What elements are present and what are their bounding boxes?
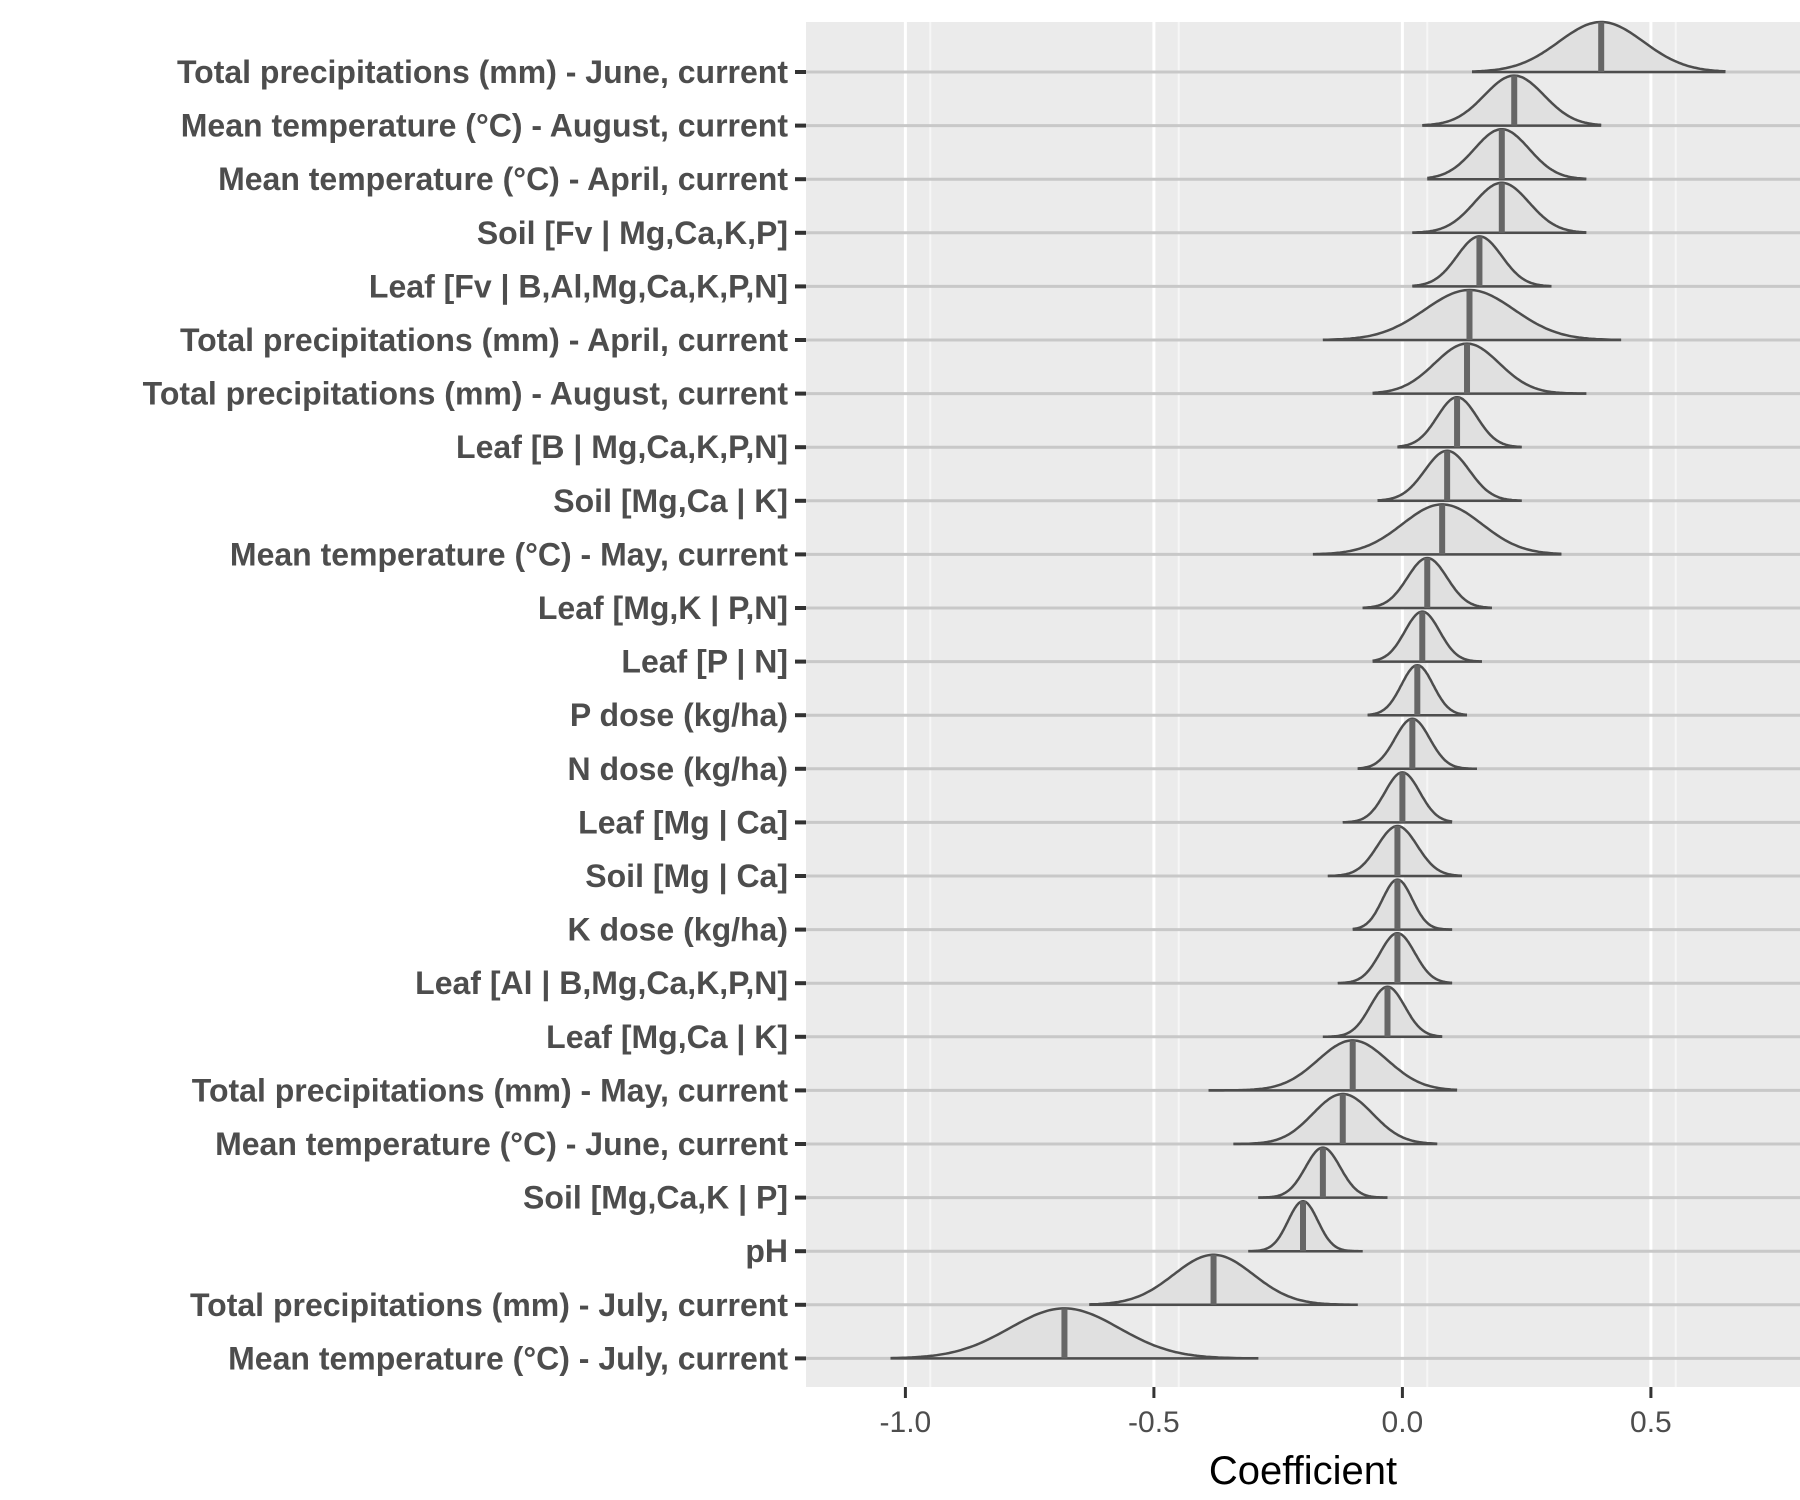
ridge: [1422, 74, 1602, 127]
ridge-density-fill: [890, 1308, 1259, 1359]
y-tick-label: Mean temperature (°C) - April, current: [218, 161, 788, 197]
ridge-density-fill: [1372, 343, 1587, 394]
ridge-density-fill: [1233, 1094, 1438, 1144]
ridge-density-fill: [1312, 504, 1562, 555]
ridge: [1322, 985, 1443, 1039]
ridge-density-outline: [1322, 985, 1443, 1038]
ridge: [1089, 1253, 1358, 1307]
gridlines: [806, 22, 1800, 1387]
y-tick-label: N dose (kg/ha): [568, 751, 788, 787]
ridge-density-outline: [890, 1307, 1259, 1360]
ridge: [1342, 771, 1453, 824]
y-tick-label: Total precipitations (mm) - April, curre…: [180, 322, 788, 358]
ridge-density-outline: [1427, 127, 1587, 181]
y-tick-label: Soil [Mg,Ca,K | P]: [523, 1180, 788, 1216]
ridge: [890, 1307, 1259, 1360]
ridge: [1258, 1146, 1388, 1199]
panel-background: [806, 22, 1800, 1387]
y-tick-label: Leaf [Fv | B,Al,Mg,Ca,K,P,N]: [369, 268, 788, 304]
y-tick-label: K dose (kg/ha): [568, 912, 788, 948]
ridge-density-fill: [1342, 772, 1453, 823]
ridge: [1412, 181, 1587, 235]
ridge-density-fill: [1089, 1254, 1358, 1305]
y-tick-label: Total precipitations (mm) - July, curren…: [190, 1287, 788, 1323]
ridge: [1337, 931, 1453, 985]
x-tick-label: 0.5: [1630, 1406, 1672, 1439]
ridge-density-outline: [1372, 342, 1587, 395]
y-tick-label: Soil [Fv | Mg,Ca,K,P]: [477, 215, 788, 251]
ridge: [1352, 878, 1453, 931]
ridge: [1322, 288, 1622, 342]
ridge: [1357, 717, 1477, 771]
x-axis: -1.0 -0.5 0.0 0.5: [880, 1387, 1672, 1439]
ridge: [1372, 342, 1587, 395]
ridge-density-fill: [1372, 611, 1482, 662]
y-tick-label: Total precipitations (mm) - May, current: [192, 1072, 789, 1108]
y-tick-label: Leaf [Mg,Ca | K]: [546, 1019, 788, 1055]
y-tick-label: Total precipitations (mm) - June, curren…: [177, 54, 788, 90]
ridge: [1327, 824, 1463, 878]
ridge-density-outline: [1352, 878, 1453, 931]
ridge-density-outline: [1312, 503, 1562, 556]
ridge: [1372, 610, 1483, 663]
ridge-density-outline: [1089, 1253, 1358, 1306]
ridge-density-fill: [1208, 1040, 1458, 1091]
ridge-density-outline: [1372, 610, 1483, 663]
ridge: [1233, 1092, 1438, 1146]
y-axis: Total precipitations (mm) - June, curren…: [143, 54, 806, 1376]
ridge: [1367, 663, 1468, 717]
ridge: [1412, 235, 1552, 288]
y-tick-label: Mean temperature (°C) - June, current: [215, 1126, 788, 1162]
ridge-density-fill: [1357, 718, 1477, 769]
y-tick-label: Leaf [Mg | Ca]: [578, 804, 788, 840]
y-tick-label: Leaf [P | N]: [621, 644, 788, 680]
y-tick-label: Leaf [Mg,K | P,N]: [538, 590, 788, 626]
y-tick-label: Mean temperature (°C) - August, current: [181, 108, 789, 144]
y-tick-label: P dose (kg/ha): [570, 697, 788, 733]
ridge-density-fill: [1322, 986, 1443, 1037]
ridge: [1362, 556, 1492, 610]
y-tick-label: Soil [Mg | Ca]: [585, 858, 788, 894]
ridge-density-fill: [1352, 879, 1453, 930]
y-tick-label: Leaf [Al | B,Mg,Ca,K,P,N]: [415, 965, 788, 1001]
ridge-density-outline: [1357, 717, 1477, 770]
x-axis-title: Coefficient: [1209, 1449, 1397, 1493]
y-tick-label: Mean temperature (°C) - July, current: [228, 1340, 788, 1376]
y-tick-label: pH: [745, 1233, 788, 1269]
ridge: [1208, 1039, 1458, 1092]
ridge: [1427, 127, 1587, 181]
y-tick-label: Leaf [B | Mg,Ca,K,P,N]: [456, 429, 788, 465]
y-tick-label: Total precipitations (mm) - August, curr…: [143, 376, 789, 412]
ridge: [1312, 503, 1562, 556]
ridge: [1471, 20, 1726, 74]
ridges: [890, 20, 1726, 1360]
x-tick-label: -0.5: [1128, 1406, 1180, 1439]
ridge: [1377, 449, 1522, 503]
ridge: [1248, 1199, 1363, 1253]
x-tick-label: -1.0: [880, 1406, 932, 1439]
ridge-density-outline: [1342, 771, 1453, 824]
y-tick-label: Mean temperature (°C) - May, current: [230, 536, 788, 572]
ridge: [1397, 395, 1522, 449]
ridge-density-outline: [1233, 1092, 1438, 1146]
y-tick-label: Soil [Mg,Ca | K]: [553, 483, 788, 519]
x-tick-label: 0.0: [1382, 1406, 1424, 1439]
